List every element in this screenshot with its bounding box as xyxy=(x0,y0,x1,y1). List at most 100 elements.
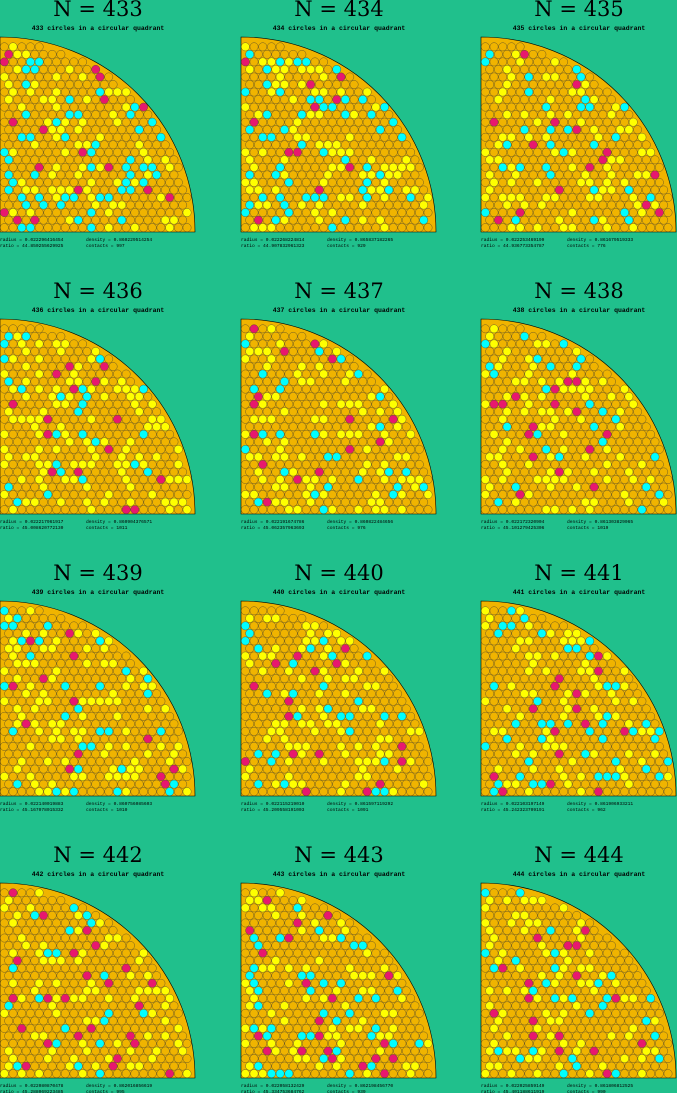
packed-circle xyxy=(380,223,389,232)
packed-circle xyxy=(550,1009,560,1018)
packed-circle xyxy=(585,399,595,409)
packed-circle xyxy=(354,772,363,781)
packed-circle xyxy=(345,1009,355,1018)
packed-circle xyxy=(358,956,368,965)
packed-circle xyxy=(17,963,27,973)
packed-circle xyxy=(30,170,40,180)
panel-title: N = 433 xyxy=(53,0,142,21)
packed-circle xyxy=(139,681,148,691)
packed-circle xyxy=(362,1039,372,1048)
packed-circle xyxy=(502,629,512,638)
packed-circle xyxy=(78,711,87,721)
packed-circle xyxy=(267,223,276,232)
packed-circle xyxy=(520,674,529,683)
packed-circle xyxy=(537,749,547,759)
packed-circle xyxy=(121,384,131,394)
packed-circle xyxy=(524,666,534,676)
packed-circle xyxy=(156,163,166,172)
packed-circle xyxy=(13,749,22,759)
packed-circle xyxy=(4,65,14,74)
packed-circle xyxy=(611,681,621,691)
packed-circle xyxy=(73,215,83,225)
packed-circle xyxy=(65,764,74,774)
packed-circle xyxy=(559,102,568,112)
packed-circle xyxy=(489,223,499,232)
packed-circle xyxy=(245,719,255,729)
packed-circle xyxy=(576,132,586,142)
packed-circle xyxy=(358,719,368,729)
packed-circle xyxy=(134,971,144,981)
packed-circle xyxy=(541,636,551,646)
packed-circle xyxy=(419,467,429,477)
packed-circle xyxy=(271,1031,281,1041)
packed-circle xyxy=(104,460,114,469)
packed-circle xyxy=(659,467,669,477)
packed-circle xyxy=(541,429,551,439)
packed-circle xyxy=(82,482,92,492)
packed-circle xyxy=(108,779,118,789)
packed-circle xyxy=(306,407,315,417)
packed-circle xyxy=(82,155,92,165)
packed-circle xyxy=(336,208,346,217)
panel-subtitle: 442 circles in a circular quadrant xyxy=(32,871,165,878)
packed-circle xyxy=(258,354,268,364)
packed-circle xyxy=(319,490,328,499)
packed-circle xyxy=(117,110,127,119)
packed-circle xyxy=(615,140,625,150)
packed-circle xyxy=(581,362,590,371)
packed-circle xyxy=(507,1069,516,1078)
packed-circle xyxy=(349,215,359,225)
packed-circle xyxy=(130,475,140,484)
packed-circle xyxy=(550,1039,560,1048)
packed-circle xyxy=(4,971,14,981)
packed-circle xyxy=(498,727,508,736)
packed-circle xyxy=(489,1039,499,1048)
packed-circle xyxy=(362,933,372,943)
packed-circle xyxy=(288,779,298,789)
packed-circle xyxy=(524,399,534,409)
packed-circle xyxy=(485,377,495,386)
packed-circle xyxy=(380,208,389,217)
packed-circle xyxy=(319,505,328,514)
packed-circle xyxy=(69,147,79,157)
packed-circle xyxy=(410,1061,420,1071)
packed-circle xyxy=(319,57,328,67)
packed-circle xyxy=(367,377,376,386)
packed-circle xyxy=(78,87,87,97)
packed-circle xyxy=(267,711,276,721)
packed-circle xyxy=(39,1046,48,1056)
packed-circle xyxy=(589,659,599,668)
packed-circle xyxy=(178,467,188,477)
packed-circle xyxy=(69,369,79,379)
packed-circle xyxy=(550,384,560,394)
packed-circle xyxy=(0,399,9,409)
packed-circle xyxy=(47,764,57,774)
packed-circle xyxy=(288,971,298,981)
packed-circle xyxy=(319,87,328,97)
packed-circle xyxy=(117,734,127,744)
packed-circle xyxy=(502,719,512,729)
packed-circle xyxy=(4,347,14,356)
packed-circle xyxy=(494,50,503,59)
packed-circle xyxy=(254,482,263,492)
radius-text: radius = 0.022296416454 xyxy=(0,237,64,243)
packed-circle xyxy=(306,347,315,356)
packed-circle xyxy=(371,475,381,484)
packed-circle xyxy=(362,727,372,736)
packed-circle xyxy=(126,392,135,401)
packed-circle xyxy=(95,681,105,691)
packed-circle xyxy=(550,147,560,157)
packed-circle xyxy=(620,666,629,676)
packed-circle xyxy=(34,651,44,661)
packed-circle xyxy=(258,978,268,988)
packed-circle xyxy=(533,339,542,349)
packed-circle xyxy=(354,132,363,142)
packed-circle xyxy=(52,1054,61,1063)
packed-circle xyxy=(52,978,61,988)
packed-circle xyxy=(406,208,415,217)
packed-circle xyxy=(267,87,276,97)
packed-circle xyxy=(26,681,35,691)
packed-circle xyxy=(332,956,342,965)
packed-circle xyxy=(589,422,599,432)
packed-circle xyxy=(568,475,577,484)
